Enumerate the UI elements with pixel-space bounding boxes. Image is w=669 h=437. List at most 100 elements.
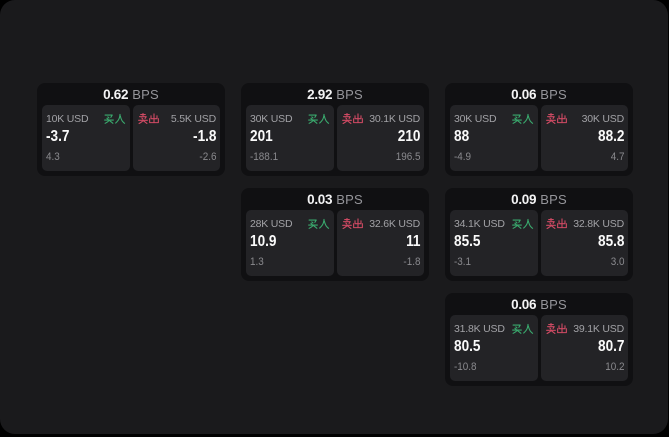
bps-unit-label: BPS [336, 191, 363, 207]
buy-amount: 28K USD [250, 217, 293, 230]
card-body: 10K USD 买入 [42, 105, 220, 171]
bps-unit-label: BPS [540, 191, 567, 207]
card-header: 2.92 BPS [246, 83, 424, 105]
buy-price: 88 [454, 128, 470, 145]
buy-delta: -10.8 [454, 361, 477, 373]
sell-cjk-icon [341, 113, 363, 124]
buy-delta: 1.3 [250, 256, 264, 268]
sell-tile[interactable]: 卖出 [540, 210, 628, 276]
sell-tile[interactable]: 卖出 [132, 105, 220, 171]
buy-price: 10.9 [250, 233, 277, 250]
buy-cjk-icon [103, 113, 125, 124]
bps-value: 0.09 [511, 191, 537, 207]
tile-top-row: 31.8K USD 买入 [454, 322, 534, 335]
buy-label-badge: 买入 [307, 113, 330, 124]
sell-price: 88.2 [597, 128, 624, 145]
sell-tile[interactable]: 卖出 [540, 315, 628, 381]
buy-cjk-icon [307, 218, 329, 229]
sell-cjk-icon [545, 323, 567, 334]
quote-card: 0.06 BPS 30K USD 买入 [445, 83, 633, 176]
bps-value: 0.62 [103, 86, 129, 102]
tile-top-row: 卖出 [545, 112, 625, 125]
bps-value: 0.06 [511, 86, 537, 102]
quote-card-grid: 0.62 BPS 10K USD 买入 [37, 83, 633, 386]
bps-value: 2.92 [307, 86, 333, 102]
sell-amount: 5.5K USD [170, 112, 216, 125]
sell-amount: 32.8K USD [573, 217, 624, 230]
sell-tile[interactable]: 卖出 [540, 105, 628, 171]
buy-delta: -188.1 [250, 151, 279, 163]
buy-amount: 31.8K USD [454, 322, 505, 335]
quote-card: 0.62 BPS 10K USD 买入 [37, 83, 225, 176]
card-header: 0.06 BPS [450, 293, 628, 315]
tile-top-row: 10K USD 买入 [46, 112, 126, 125]
sell-label-badge: 卖出 [545, 113, 568, 124]
sell-price: 85.8 [597, 233, 624, 250]
buy-amount: 30K USD [454, 112, 497, 125]
sell-amount: 32.6K USD [369, 217, 420, 230]
buy-delta: 4.3 [46, 151, 60, 163]
sell-amount: 39.1K USD [573, 322, 624, 335]
card-header: 0.03 BPS [246, 188, 424, 210]
buy-tile[interactable]: 30K USD 买入 [450, 105, 538, 171]
tile-top-row: 卖出 [545, 322, 624, 335]
buy-label-badge: 买入 [511, 323, 534, 334]
bps-unit-label: BPS [132, 86, 159, 102]
buy-price: 85.5 [454, 233, 481, 250]
bps-unit-label: BPS [540, 296, 567, 312]
tile-top-row: 卖出 [341, 112, 420, 125]
buy-amount: 10K USD [46, 112, 89, 125]
buy-amount: 34.1K USD [454, 217, 505, 230]
tile-top-row: 卖出 [137, 112, 216, 125]
tile-top-row: 卖出 [341, 217, 420, 230]
bps-unit-label: BPS [540, 86, 567, 102]
buy-price: 201 [250, 128, 273, 145]
card-body: 30K USD 买入 [246, 105, 424, 171]
sell-cjk-icon [545, 113, 567, 124]
sell-tile[interactable]: 卖出 [336, 105, 424, 171]
buy-label-badge: 买入 [511, 113, 534, 124]
sell-tile[interactable]: 卖出 [336, 210, 424, 276]
buy-cjk-icon [307, 113, 329, 124]
buy-tile[interactable]: 10K USD 买入 [42, 105, 130, 171]
buy-cjk-icon [511, 218, 533, 229]
tile-top-row: 28K USD 买入 [250, 217, 330, 230]
buy-delta: -3.1 [454, 256, 472, 268]
sell-delta: 196.5 [395, 151, 420, 163]
sell-cjk-icon [545, 218, 567, 229]
card-body: 31.8K USD 买入 [450, 315, 628, 381]
sell-price: 80.7 [597, 338, 624, 355]
card-header: 0.06 BPS [450, 83, 628, 105]
tile-top-row: 30K USD 买入 [250, 112, 330, 125]
sell-cjk-icon [137, 113, 159, 124]
buy-label-badge: 买入 [307, 218, 330, 229]
buy-price: 80.5 [454, 338, 481, 355]
sell-delta: -1.8 [402, 256, 420, 268]
sell-label-badge: 卖出 [137, 113, 160, 124]
tile-top-row: 34.1K USD 买入 [454, 217, 534, 230]
card-body: 30K USD 买入 [450, 105, 628, 171]
sell-price: 210 [397, 128, 420, 145]
buy-tile[interactable]: 31.8K USD 买入 [450, 315, 538, 381]
sell-delta: 10.2 [604, 361, 624, 373]
sell-delta: 3.0 [610, 256, 624, 268]
bps-value: 0.03 [307, 191, 333, 207]
sell-price: -1.8 [192, 128, 216, 145]
buy-price: -3.7 [46, 128, 70, 145]
sell-label-badge: 卖出 [341, 113, 364, 124]
buy-label-badge: 买入 [103, 113, 126, 124]
buy-label-badge: 买入 [511, 218, 534, 229]
quote-card: 0.09 BPS 34.1K USD 买入 [445, 188, 633, 281]
sell-amount: 30K USD [581, 112, 625, 125]
quote-card: 0.06 BPS 31.8K USD 买入 [445, 293, 633, 386]
buy-tile[interactable]: 30K USD 买入 [246, 105, 334, 171]
sell-label-badge: 卖出 [545, 218, 568, 229]
card-body: 28K USD 买入 [246, 210, 424, 276]
sell-cjk-icon [341, 218, 363, 229]
buy-tile[interactable]: 28K USD 买入 [246, 210, 334, 276]
buy-cjk-icon [511, 113, 533, 124]
buy-tile[interactable]: 34.1K USD 买入 [450, 210, 538, 276]
quote-card: 0.03 BPS 28K USD 买入 [241, 188, 429, 281]
sell-price: 11 [405, 233, 420, 250]
